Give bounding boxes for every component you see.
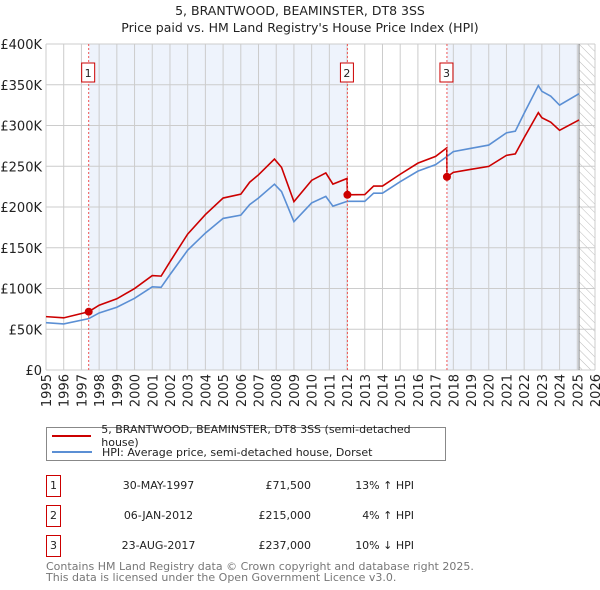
legend-label: 5, BRANTWOOD, BEAMINSTER, DT8 3SS (semi-… xyxy=(101,423,411,449)
x-tick-label: 2015 xyxy=(394,374,409,407)
x-tick-label: 2016 xyxy=(412,374,427,407)
x-tick-label: 2010 xyxy=(306,374,321,407)
sale-number-badge: 1 xyxy=(46,475,61,497)
footer-licence: This data is licensed under the Open Gov… xyxy=(46,571,397,584)
x-tick-label: 1998 xyxy=(93,374,108,407)
sale-label-box xyxy=(439,62,454,83)
sale-hpi-diff: 4% ↑ HPI xyxy=(362,509,414,522)
x-tick-label: 2026 xyxy=(589,374,600,407)
legend-item-hpi: HPI: Average price, semi-detached house,… xyxy=(52,444,372,460)
x-tick-label: 2005 xyxy=(217,374,232,407)
x-tick-label: 1995 xyxy=(40,374,55,407)
sale-label: 1 xyxy=(85,67,92,80)
x-tick-label: 2025 xyxy=(571,374,586,407)
x-tick-label: 2023 xyxy=(536,374,551,407)
sale-date: 23-AUG-2017 xyxy=(121,539,196,552)
x-tick-label: 2012 xyxy=(341,374,356,407)
price-chart: 1 2 3 £0 £50K £100K £150K £200K £250K £300K £350K £… xyxy=(0,38,600,407)
x-tick-label: 2006 xyxy=(235,374,250,407)
price-paid-line xyxy=(45,111,580,319)
y-tick-label: £0 xyxy=(25,364,42,379)
sale-price: £215,000 xyxy=(258,509,312,522)
x-tick-label: 2009 xyxy=(288,374,303,407)
x-tick-label: 2018 xyxy=(447,374,462,407)
x-tick-label: 2003 xyxy=(182,374,197,407)
sale-point xyxy=(343,190,352,199)
y-tick-label: £300K xyxy=(0,120,42,135)
x-tick-label: 2020 xyxy=(483,374,498,407)
x-tick-label: 2022 xyxy=(518,374,533,407)
x-tick-label: 2024 xyxy=(554,374,569,407)
hpi-line xyxy=(45,83,580,325)
chart-subtitle: Price paid vs. HM Land Registry's House … xyxy=(121,20,479,35)
sale-label-box xyxy=(81,62,96,83)
chart-legend: 5, BRANTWOOD, BEAMINSTER, DT8 3SS (semi-… xyxy=(46,423,446,461)
sale-date: 30-MAY-1997 xyxy=(122,479,195,492)
y-tick-label: £400K xyxy=(0,38,42,53)
footer-copyright: Contains HM Land Registry data © Crown c… xyxy=(46,560,474,573)
y-tick-label: £350K xyxy=(0,79,42,94)
sale-price: £237,000 xyxy=(258,539,312,552)
sale-hpi-diff: 13% ↑ HPI xyxy=(355,479,414,492)
legend-swatch-blue xyxy=(52,451,92,453)
sale-label-box xyxy=(339,62,354,83)
x-tick-label: 2000 xyxy=(129,374,144,407)
sale-hpi-diff: 10% ↓ HPI xyxy=(355,539,414,552)
x-tick-label: 2007 xyxy=(253,374,268,407)
y-tick-label: £150K xyxy=(0,242,42,257)
y-tick-label: £250K xyxy=(0,160,42,175)
x-tick-label: 2019 xyxy=(465,374,480,407)
sale-number-badge: 3 xyxy=(46,535,61,557)
sale-label: 2 xyxy=(343,67,350,80)
sale-point xyxy=(84,307,93,316)
sale-point xyxy=(442,172,451,181)
x-tick-label: 2011 xyxy=(323,374,338,407)
x-tick-label: 2002 xyxy=(164,374,179,407)
chart-title: 5, BRANTWOOD, BEAMINSTER, DT8 3SS xyxy=(175,3,425,18)
y-tick-label: £200K xyxy=(0,201,42,216)
x-tick-label: 1999 xyxy=(111,374,126,407)
x-tick-label: 1996 xyxy=(58,374,73,407)
legend-item-property: 5, BRANTWOOD, BEAMINSTER, DT8 3SS (semi-… xyxy=(52,423,445,449)
sale-price: £71,500 xyxy=(265,479,312,492)
x-tick-label: 2008 xyxy=(270,374,285,407)
x-tick-label: 2014 xyxy=(376,374,391,407)
y-tick-label: £50K xyxy=(9,323,43,338)
x-tick-label: 2001 xyxy=(146,374,161,407)
sale-date: 06-JAN-2012 xyxy=(123,509,194,522)
x-tick-label: 1997 xyxy=(75,374,90,407)
x-tick-label: 2017 xyxy=(430,374,445,407)
x-tick-label: 2004 xyxy=(199,374,214,407)
legend-swatch-red xyxy=(52,435,92,437)
sale-label: 3 xyxy=(443,67,450,80)
y-tick-label: £100K xyxy=(0,283,42,298)
x-tick-label: 2021 xyxy=(500,374,515,407)
legend-label: HPI: Average price, semi-detached house,… xyxy=(102,445,373,459)
sale-number-badge: 2 xyxy=(46,505,61,527)
x-tick-label: 2013 xyxy=(359,374,374,407)
